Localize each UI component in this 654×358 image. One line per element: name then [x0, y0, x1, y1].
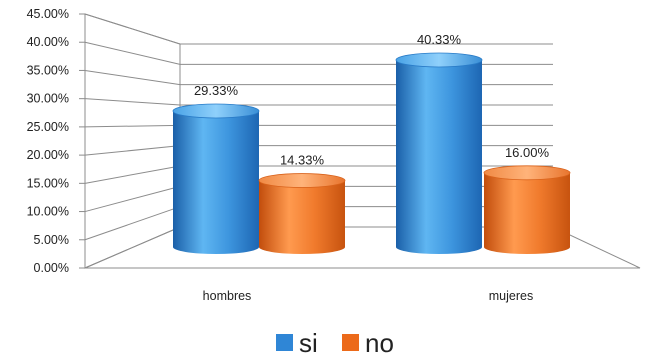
y-tick-label: 10.00% — [27, 205, 69, 219]
legend-label: no — [365, 328, 394, 358]
legend-label: si — [299, 328, 318, 358]
data-label: 40.33% — [417, 32, 462, 47]
bar-top — [172, 103, 260, 119]
bar-si-mujeres: 40.33% — [395, 32, 483, 254]
side-gridline — [84, 41, 181, 65]
x-axis-categories: hombres mujeres — [203, 289, 534, 303]
side-gridline — [84, 98, 181, 106]
bar-body — [173, 111, 259, 254]
bar-no-hombres: 14.33% — [258, 153, 346, 254]
legend-item-no: no — [342, 328, 394, 358]
bar-body — [259, 180, 345, 254]
side-wall — [84, 13, 181, 269]
side-gridline — [84, 69, 181, 86]
y-axis-ticks: 0.00% 5.00% 10.00% 15.00% 20.00% 25.00% 30.00%… — [27, 7, 85, 275]
y-tick-label: 5.00% — [34, 233, 69, 247]
side-gridline — [84, 13, 181, 45]
data-label: 29.33% — [194, 83, 239, 98]
x-category-label: mujeres — [489, 289, 533, 303]
data-label: 16.00% — [505, 145, 550, 160]
bar-no-mujeres: 16.00% — [483, 145, 571, 254]
bar-top — [395, 52, 483, 68]
y-tick-label: 35.00% — [27, 63, 69, 77]
side-gridline — [84, 226, 181, 269]
y-tick-label: 30.00% — [27, 92, 69, 106]
side-gridline — [84, 165, 181, 184]
bars: 29.33% 40.33% 14.33% 16.00% — [172, 32, 571, 254]
bar-si-hombres: 29.33% — [172, 83, 260, 254]
legend-swatch — [276, 334, 293, 351]
bar-top — [483, 165, 571, 181]
legend-swatch — [342, 334, 359, 351]
legend-item-si: si — [276, 328, 318, 358]
y-tick-label: 40.00% — [27, 35, 69, 49]
y-tick-label: 0.00% — [34, 261, 69, 275]
side-gridline — [84, 206, 181, 241]
y-tick-label: 25.00% — [27, 120, 69, 134]
side-gridline — [84, 185, 181, 213]
bar-body — [484, 172, 570, 254]
y-tick-label: 45.00% — [27, 7, 69, 21]
y-tick-label: 20.00% — [27, 148, 69, 162]
legend: si no — [276, 328, 394, 358]
y-tick-label: 15.00% — [27, 176, 69, 190]
side-gridline — [84, 124, 181, 128]
bar-body — [396, 60, 482, 254]
bar-top — [258, 173, 346, 188]
x-category-label: hombres — [203, 289, 252, 303]
data-label: 14.33% — [280, 153, 325, 168]
side-gridline — [84, 145, 181, 156]
